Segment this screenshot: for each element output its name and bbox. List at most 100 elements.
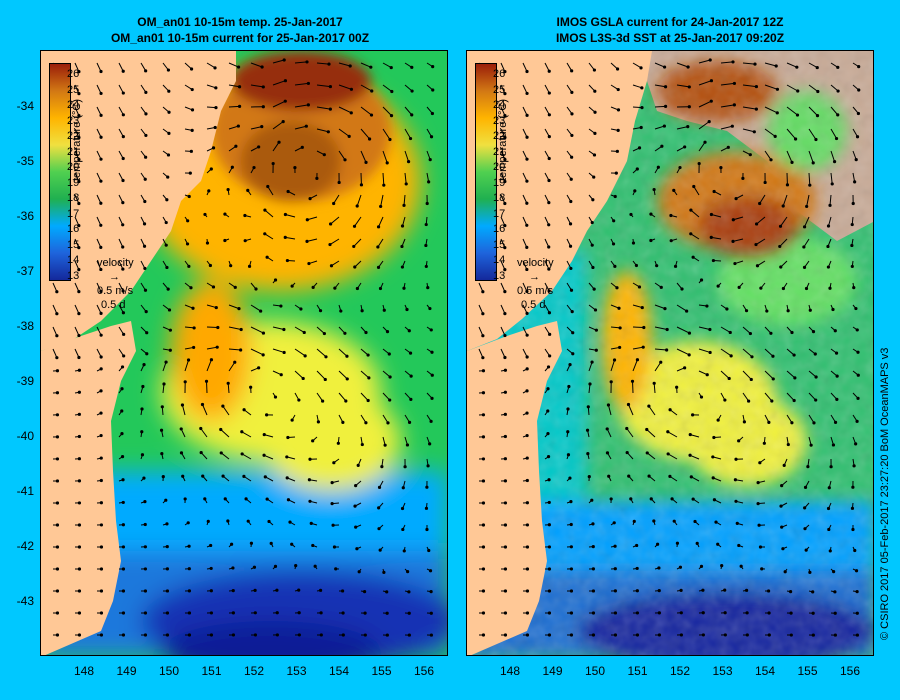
velocity-arrow-head [567, 384, 571, 389]
velocity-arrow [654, 304, 666, 310]
velocity-arrow-head [613, 264, 617, 268]
velocity-arrow [250, 304, 261, 312]
velocity-arrow-head [656, 165, 660, 169]
velocity-arrow-head [645, 427, 649, 432]
velocity-arrow-head [780, 525, 784, 529]
velocity-arrow-head [547, 267, 551, 271]
velocity-arrow-head [525, 411, 529, 415]
velocity-arrow-head [670, 497, 674, 501]
velocity-arrow-head [389, 114, 394, 118]
velocity-arrow [316, 370, 326, 380]
velocity-arrow-head [121, 500, 125, 505]
velocity-arrow [646, 429, 656, 438]
velocity-arrow-head [77, 179, 81, 184]
velocity-arrow-head [318, 588, 323, 592]
left-map-panel[interactable]: 26 25 24 23 22 21 20 19 18 17 16 15 14 13 temperature… [40, 50, 448, 656]
velocity-arrow-head [503, 179, 507, 184]
velocity-arrow [764, 392, 773, 402]
velocity-arrow-head [142, 363, 146, 367]
velocity-arrow [759, 194, 766, 204]
velocity-arrow-head [719, 166, 723, 170]
velocity-arrow-head [400, 265, 405, 269]
velocity-arrow-head [167, 89, 171, 93]
velocity-arrow-head [590, 243, 594, 247]
velocity-arrow-head [77, 70, 81, 74]
velocity-arrow-head [144, 310, 148, 314]
velocity-arrow-head [426, 286, 430, 290]
velocity-arrow-head [263, 232, 267, 236]
velocity-arrow [804, 216, 810, 228]
colorbar-tick: 24 [493, 99, 506, 111]
velocity-arrow-head [756, 502, 760, 506]
velocity-arrow-head [790, 421, 794, 425]
velocity-arrow-head [362, 590, 367, 594]
velocity-arrow-head [570, 112, 574, 116]
velocity-arrow-head [261, 105, 265, 109]
longitude-label: 151 [627, 664, 648, 678]
velocity-arrow [382, 172, 385, 186]
velocity-arrow-head [758, 545, 763, 549]
velocity-arrow-head [594, 328, 598, 332]
velocity-arrow [808, 392, 817, 401]
velocity-arrow-head [305, 218, 309, 222]
velocity-arrow-head [547, 69, 551, 73]
velocity-arrow-head [77, 545, 82, 549]
velocity-arrow-head [99, 201, 103, 205]
velocity-arrow-head [330, 481, 334, 485]
velocity-arrow-head [166, 175, 170, 179]
velocity-arrow-head [407, 329, 411, 333]
velocity-arrow [228, 84, 240, 88]
velocity-arrow-head [431, 88, 435, 92]
velocity-arrow-head [612, 521, 616, 525]
velocity-arrow-head [759, 286, 763, 290]
velocity-arrow-head [716, 284, 720, 288]
velocity-arrow-head [775, 87, 780, 91]
velocity-arrow-head [121, 178, 125, 183]
velocity-arrow-head [607, 474, 611, 478]
velocity-arrow [338, 150, 346, 161]
velocity-arrow-head [832, 160, 837, 164]
velocity-arrow-head [834, 136, 839, 141]
velocity-arrow-head [327, 62, 331, 66]
velocity-arrow-head [343, 331, 347, 335]
velocity-arrow-head [783, 570, 787, 574]
velocity-arrow-head [376, 245, 380, 249]
colorbar-label: temperature (°C) [71, 98, 83, 181]
velocity-arrow-head [546, 387, 550, 391]
velocity-arrow-head [204, 379, 209, 383]
velocity-arrow-head [333, 286, 337, 290]
colorbar-tick: 17 [493, 207, 506, 220]
velocity-arrow-head [297, 633, 301, 637]
velocity-arrow-head [427, 548, 431, 553]
velocity-arrow-head [142, 244, 147, 248]
velocity-arrow-head [55, 567, 60, 571]
velocity-arrow-head [273, 564, 278, 568]
velocity-arrow-head [385, 330, 390, 334]
velocity-arrow-head [826, 265, 831, 269]
velocity-arrow-head [164, 498, 168, 502]
velocity-arrow-head [214, 105, 218, 110]
velocity-arrow-head [400, 506, 405, 511]
velocity-arrow [607, 404, 612, 416]
velocity-arrow-head [366, 398, 370, 403]
velocity-arrow-head [55, 545, 60, 549]
velocity-arrow [360, 150, 367, 163]
velocity-arrow-head [352, 224, 357, 228]
velocity-arrow-head [265, 255, 269, 259]
velocity-arrow-head [701, 611, 705, 615]
velocity-arrow-head [656, 542, 660, 546]
velocity-arrow [648, 405, 656, 416]
velocity-arrow-head [745, 633, 749, 637]
velocity-arrow [764, 150, 772, 161]
velocity-arrow-head [625, 426, 629, 431]
velocity-arrow-head [326, 130, 330, 134]
velocity-arrow-head [407, 590, 411, 594]
velocity-arrow [294, 125, 307, 130]
velocity-arrow-head [675, 541, 680, 545]
velocity-legend-scale: 0.5 m/s [97, 285, 134, 297]
velocity-arrow-head [852, 286, 856, 290]
right-map-panel[interactable]: 26 25 24 23 22 21 20 19 18 17 16 15 14 13 temperature… [466, 50, 874, 656]
velocity-arrow-head [341, 611, 345, 615]
velocity-arrow-head [635, 589, 639, 593]
velocity-arrow-head [378, 286, 383, 291]
